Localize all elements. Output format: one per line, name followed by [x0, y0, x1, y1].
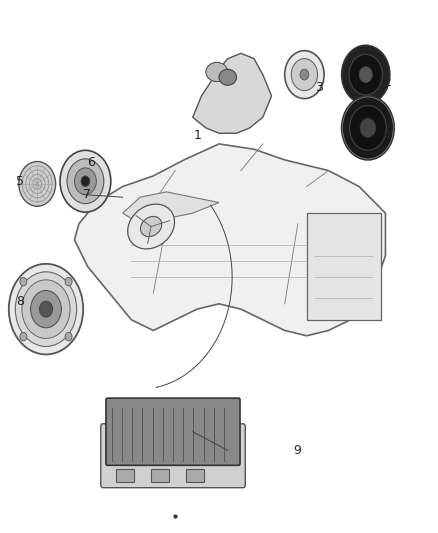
Circle shape [20, 277, 27, 286]
Ellipse shape [219, 69, 237, 85]
Circle shape [285, 51, 324, 99]
Ellipse shape [141, 216, 162, 237]
Circle shape [81, 176, 90, 187]
Text: 4: 4 [383, 130, 391, 142]
Circle shape [359, 67, 372, 83]
Text: 8: 8 [16, 295, 24, 308]
Text: 7: 7 [83, 188, 91, 201]
Circle shape [22, 280, 70, 338]
Circle shape [9, 264, 83, 354]
Text: 1: 1 [194, 130, 201, 142]
Bar [307, 213, 381, 320]
Bar [151, 469, 169, 482]
Circle shape [74, 168, 96, 195]
Circle shape [65, 277, 72, 286]
Circle shape [349, 54, 382, 95]
FancyBboxPatch shape [106, 398, 240, 465]
Text: 3: 3 [315, 82, 323, 94]
Circle shape [65, 333, 72, 341]
Polygon shape [193, 53, 272, 133]
Circle shape [19, 161, 56, 206]
Circle shape [67, 159, 104, 204]
Circle shape [31, 290, 61, 328]
FancyBboxPatch shape [101, 424, 245, 488]
Text: 9: 9 [293, 444, 301, 457]
Text: 6: 6 [88, 156, 95, 169]
Circle shape [20, 333, 27, 341]
Circle shape [39, 301, 53, 317]
Circle shape [360, 118, 376, 138]
Circle shape [300, 69, 309, 80]
Bar [116, 469, 134, 482]
Polygon shape [123, 192, 219, 224]
Circle shape [291, 59, 318, 91]
Circle shape [15, 272, 77, 346]
Circle shape [350, 106, 386, 150]
Ellipse shape [206, 62, 228, 82]
Text: 5: 5 [16, 175, 24, 188]
Polygon shape [74, 144, 385, 336]
Text: 2: 2 [383, 76, 391, 89]
Circle shape [342, 96, 394, 160]
Circle shape [60, 150, 111, 212]
Ellipse shape [128, 204, 174, 249]
Bar [186, 469, 204, 482]
Circle shape [342, 45, 390, 104]
